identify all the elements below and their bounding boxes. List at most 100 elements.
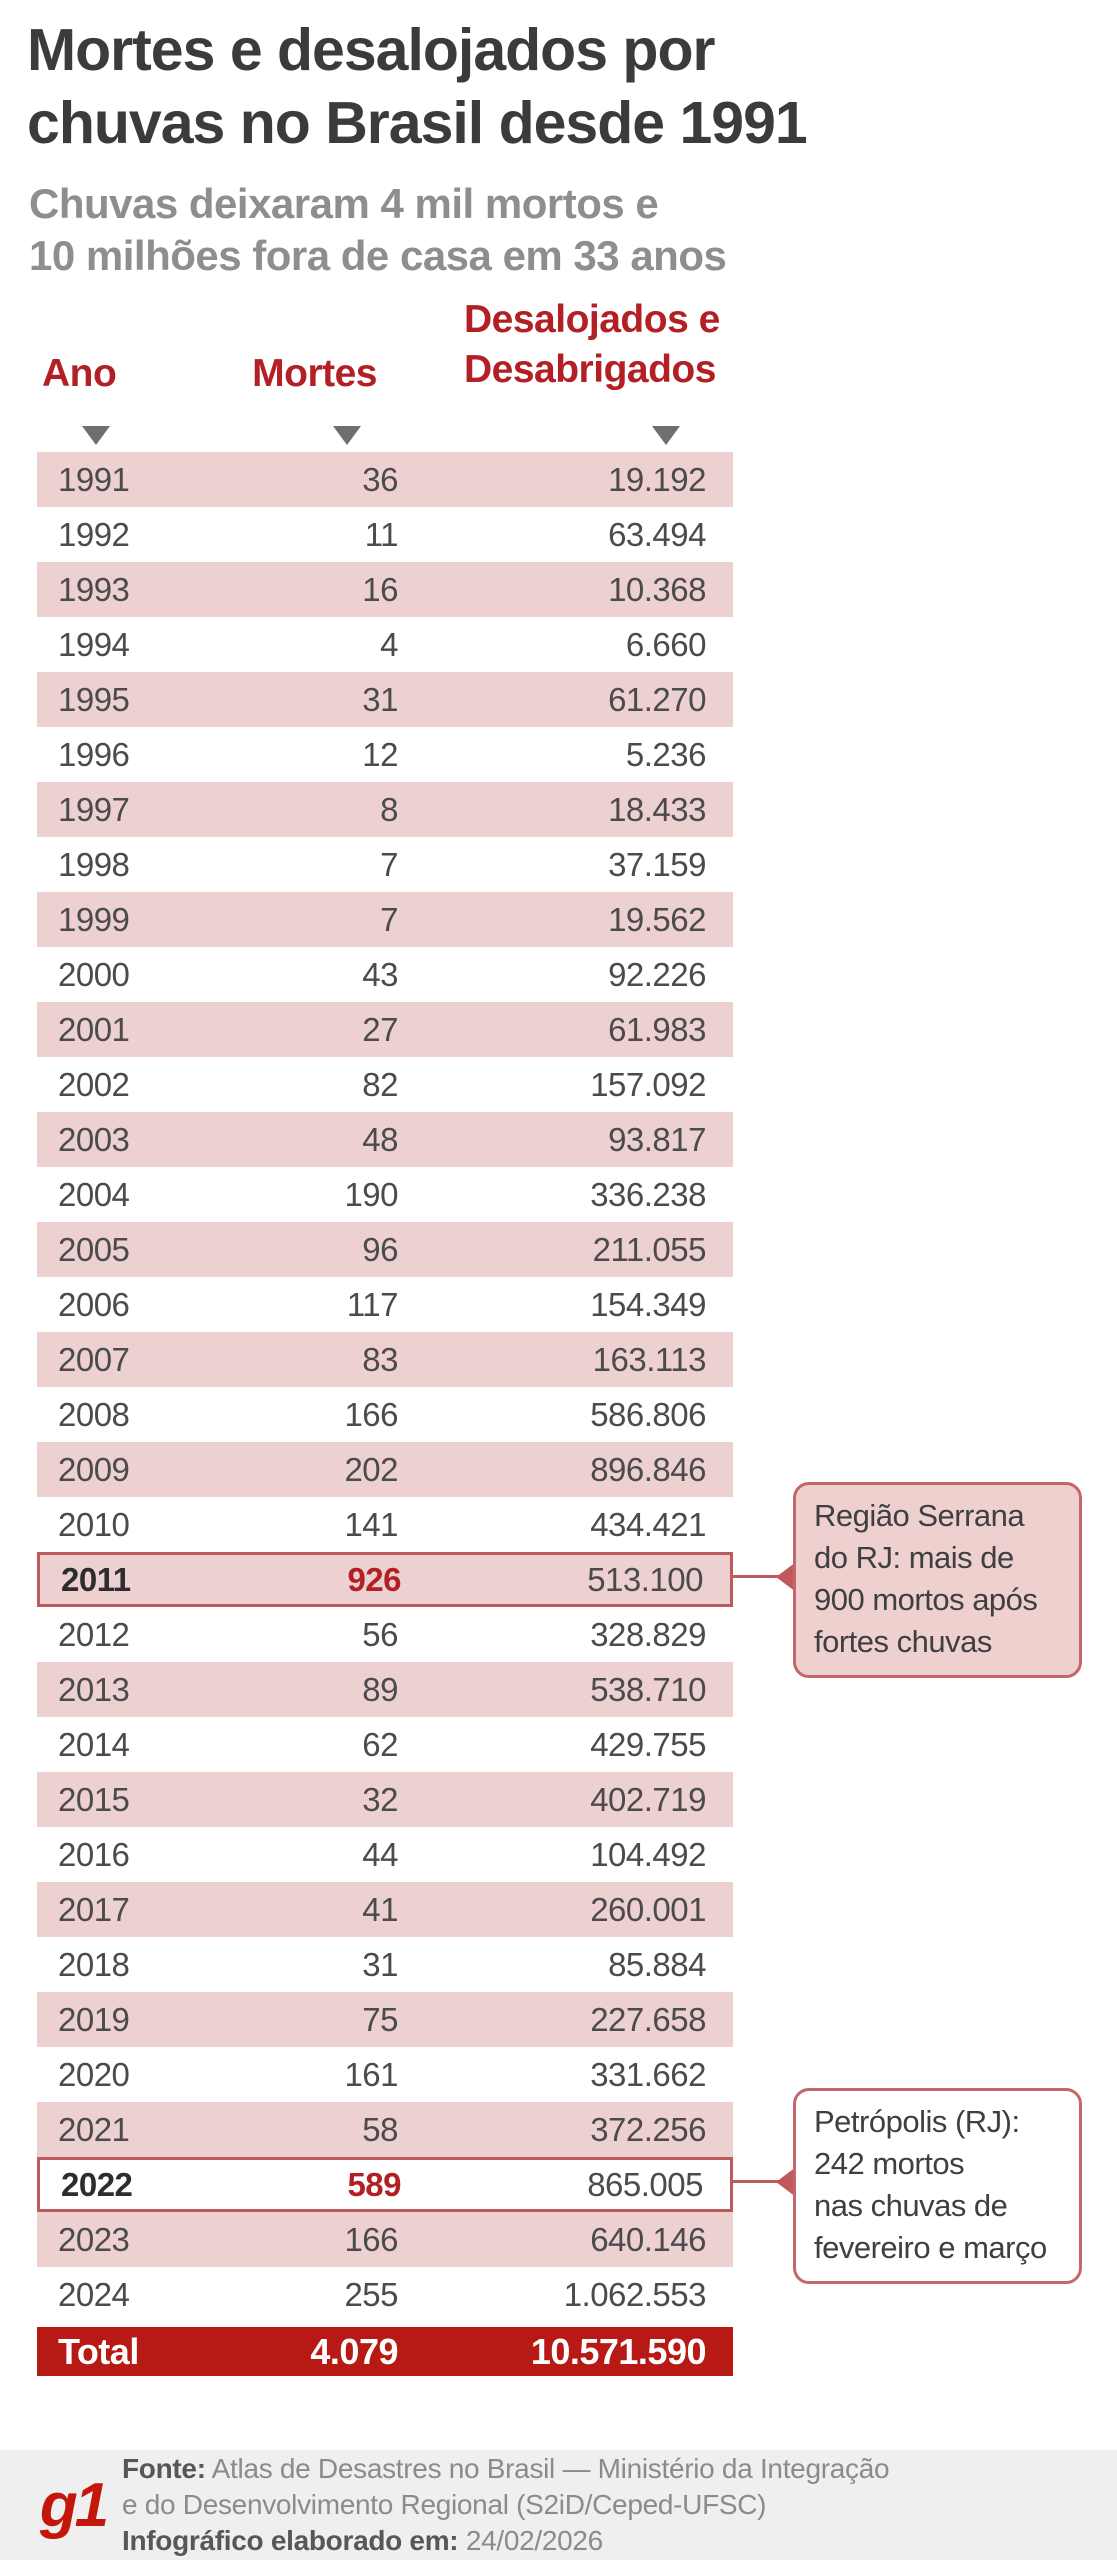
year-cell: 1997 [58, 790, 130, 828]
displaced-cell: 63.494 [608, 515, 706, 553]
year-cell: 1994 [58, 625, 130, 663]
callout-arrow-2011-icon [776, 1562, 796, 1592]
displaced-cell: 513.100 [587, 1560, 703, 1598]
connector-line-2011 [733, 1575, 780, 1578]
deaths-cell: 12 [362, 735, 398, 773]
deaths-cell: 4 [380, 625, 398, 663]
table-row: 2003 48 93.817 [37, 1112, 733, 1167]
column-header-ano: Ano [42, 352, 117, 395]
year-cell: 1996 [58, 735, 130, 773]
deaths-cell: 58 [362, 2110, 398, 2148]
displaced-cell: 260.001 [590, 1890, 706, 1928]
total-row: Total 4.079 10.571.590 [37, 2327, 733, 2376]
year-cell: 2018 [58, 1945, 130, 1983]
total-deaths: 4.079 [310, 2330, 398, 2372]
deaths-cell: 166 [344, 2220, 398, 2258]
sort-indicator-mortes-icon [333, 426, 361, 445]
total-displaced: 10.571.590 [530, 2330, 707, 2372]
displaced-cell: 227.658 [590, 2000, 706, 2038]
table-row: 2009 202 896.846 [37, 1442, 733, 1497]
displaced-cell: 37.159 [608, 845, 706, 883]
year-cell: 2003 [58, 1120, 130, 1158]
table-row: 2021 58 372.256 [37, 2102, 733, 2157]
year-cell: 2008 [58, 1395, 130, 1433]
callout-2011: Região Serrana do RJ: mais de 900 mortos… [793, 1482, 1082, 1678]
year-cell: 2002 [58, 1065, 130, 1103]
deaths-cell: 926 [347, 1560, 401, 1598]
displaced-cell: 157.092 [590, 1065, 706, 1103]
displaced-cell: 154.349 [590, 1285, 706, 1323]
table-row: 1996 12 5.236 [37, 727, 733, 782]
table-row: 2007 83 163.113 [37, 1332, 733, 1387]
connector-line-2022 [733, 2180, 780, 2183]
displaced-cell: 61.270 [608, 680, 706, 718]
table-row: 2013 89 538.710 [37, 1662, 733, 1717]
deaths-cell: 31 [362, 680, 398, 718]
deaths-cell: 190 [344, 1175, 398, 1213]
g1-logo: g1 [39, 2470, 109, 2540]
total-label: Total [58, 2330, 139, 2372]
table-row: 2023 166 640.146 [37, 2212, 733, 2267]
year-cell: 1998 [58, 845, 130, 883]
displaced-cell: 19.192 [608, 460, 706, 498]
year-cell: 2012 [58, 1615, 130, 1653]
deaths-cell: 83 [362, 1340, 398, 1378]
table-row: 2016 44 104.492 [37, 1827, 733, 1882]
deaths-cell: 7 [380, 900, 398, 938]
displaced-cell: 586.806 [590, 1395, 706, 1433]
displaced-cell: 19.562 [608, 900, 706, 938]
deaths-cell: 48 [362, 1120, 398, 1158]
displaced-cell: 429.755 [590, 1725, 706, 1763]
sort-indicator-desalojados-icon [652, 426, 680, 445]
date-line: Infográfico elaborado em: 24/02/2026 [122, 2523, 962, 2559]
year-cell: 2020 [58, 2055, 130, 2093]
displaced-cell: 85.884 [608, 1945, 706, 1983]
table-row: 2012 56 328.829 [37, 1607, 733, 1662]
displaced-cell: 538.710 [590, 1670, 706, 1708]
table-row: 2015 32 402.719 [37, 1772, 733, 1827]
data-table: 1991 36 19.192 1992 11 63.494 1993 16 10… [37, 452, 733, 2322]
deaths-cell: 44 [362, 1835, 398, 1873]
table-row: 2002 82 157.092 [37, 1057, 733, 1112]
deaths-cell: 141 [344, 1505, 398, 1543]
deaths-cell: 161 [344, 2055, 398, 2093]
displaced-cell: 104.492 [590, 1835, 706, 1873]
table-row: 2011 926 513.100 [37, 1552, 733, 1607]
date-value: 24/02/2026 [465, 2525, 603, 2556]
deaths-cell: 43 [362, 955, 398, 993]
year-cell: 2013 [58, 1670, 130, 1708]
source-label: Fonte: [122, 2453, 206, 2484]
year-cell: 1992 [58, 515, 130, 553]
displaced-cell: 61.983 [608, 1010, 706, 1048]
deaths-cell: 27 [362, 1010, 398, 1048]
year-cell: 1991 [58, 460, 130, 498]
deaths-cell: 96 [362, 1230, 398, 1268]
year-cell: 1999 [58, 900, 130, 938]
displaced-cell: 5.236 [625, 735, 707, 773]
table-row: 1993 16 10.368 [37, 562, 733, 617]
year-cell: 1995 [58, 680, 130, 718]
year-cell: 2014 [58, 1725, 130, 1763]
table-row: 2004 190 336.238 [37, 1167, 733, 1222]
displaced-cell: 328.829 [590, 1615, 706, 1653]
table-row: 1998 7 37.159 [37, 837, 733, 892]
year-cell: 2007 [58, 1340, 130, 1378]
page-subtitle: Chuvas deixaram 4 mil mortos e 10 milhõe… [29, 180, 727, 279]
year-cell: 2011 [61, 1560, 131, 1598]
displaced-cell: 1.062.553 [563, 2275, 707, 2313]
deaths-cell: 166 [344, 1395, 398, 1433]
table-row: 2008 166 586.806 [37, 1387, 733, 1442]
displaced-cell: 18.433 [608, 790, 706, 828]
year-cell: 2010 [58, 1505, 130, 1543]
table-row: 2010 141 434.421 [37, 1497, 733, 1552]
table-row: 1997 8 18.433 [37, 782, 733, 837]
deaths-cell: 11 [364, 515, 399, 553]
deaths-cell: 41 [362, 1890, 398, 1928]
table-row: 1995 31 61.270 [37, 672, 733, 727]
deaths-cell: 16 [362, 570, 398, 608]
deaths-cell: 32 [362, 1780, 398, 1818]
table-row: 2006 117 154.349 [37, 1277, 733, 1332]
date-label: Infográfico elaborado em: [122, 2525, 459, 2556]
deaths-cell: 202 [344, 1450, 398, 1488]
